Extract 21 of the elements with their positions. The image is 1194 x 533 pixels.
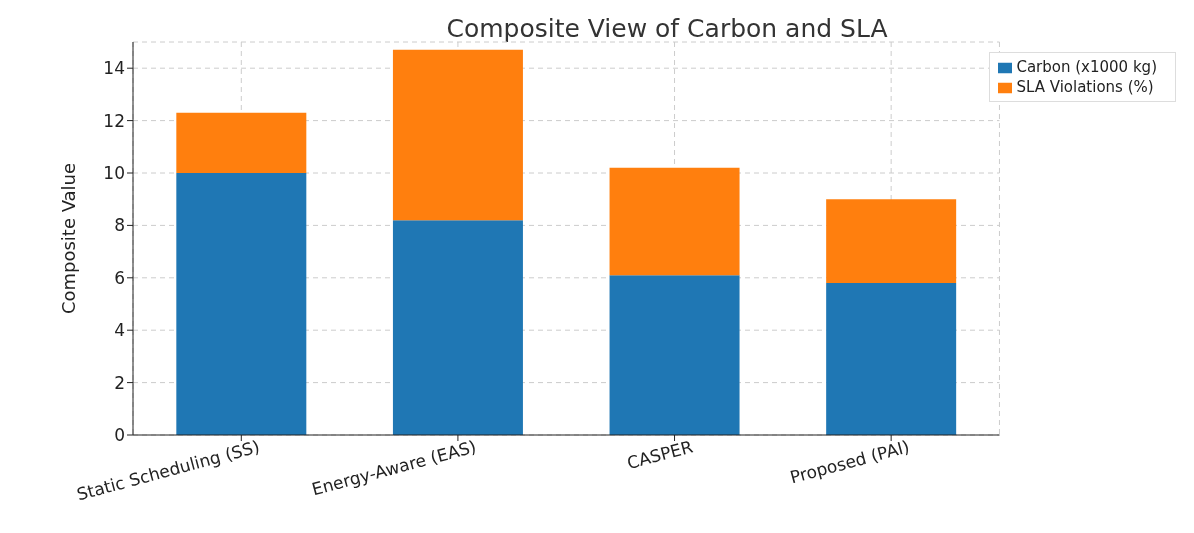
bar: [609, 167, 740, 276]
bar: [609, 275, 740, 435]
y-tick-label: 8: [114, 215, 125, 236]
y-tick-label: 0: [114, 425, 125, 446]
bar: [392, 220, 523, 435]
x-tick-label: CASPER: [624, 436, 696, 474]
bar: [826, 283, 957, 435]
y-tick-label: 14: [103, 58, 125, 79]
bar: [392, 49, 523, 221]
y-axis-title: Composite Value: [58, 162, 80, 315]
y-tick-label: 4: [114, 320, 125, 341]
y-tick-label: 12: [103, 110, 125, 131]
chart-title: Composite View of Carbon and SLA: [445, 14, 889, 43]
bar: [826, 199, 957, 284]
y-tick-label: 10: [103, 163, 125, 184]
legend-label: SLA Violations (%): [1016, 78, 1154, 96]
y-tick-label: 2: [114, 372, 125, 393]
legend-label: Carbon (x1000 kg): [1016, 58, 1157, 76]
bar: [176, 112, 307, 173]
bar: [176, 173, 307, 435]
y-tick-label: 6: [114, 267, 125, 288]
